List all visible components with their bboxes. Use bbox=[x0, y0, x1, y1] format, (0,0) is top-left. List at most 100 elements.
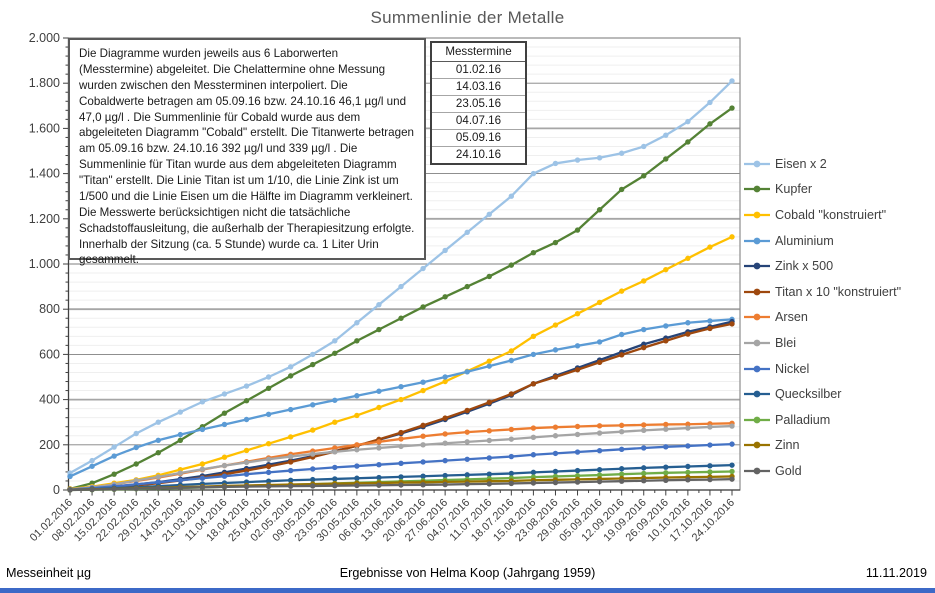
data-point-kupfer bbox=[574, 227, 581, 233]
messtermine-row: 23.05.16 bbox=[432, 96, 525, 113]
data-point-nickel bbox=[508, 453, 515, 460]
data-point-eisen-x-2 bbox=[354, 320, 360, 326]
data-point-blei bbox=[265, 456, 272, 462]
data-point-nickel bbox=[199, 475, 206, 481]
data-point-nickel bbox=[574, 449, 581, 455]
data-point-eisen-x-2 bbox=[310, 351, 316, 358]
legend-item-eisen-x-2[interactable]: Eisen x 2 bbox=[744, 151, 901, 177]
data-point-nickel bbox=[310, 466, 316, 472]
messtermine-row: 01.02.16 bbox=[432, 62, 525, 79]
legend-marker-titan-x-10-konstruiert bbox=[744, 288, 770, 296]
data-point-blei bbox=[420, 442, 426, 448]
data-point-eisen-x-2 bbox=[133, 430, 139, 437]
data-point-aluminium bbox=[376, 388, 382, 394]
data-point-kupfer bbox=[177, 437, 184, 443]
data-point-blei bbox=[354, 447, 360, 453]
legend-item-kupfer[interactable]: Kupfer bbox=[744, 177, 901, 203]
legend-label: Kupfer bbox=[775, 182, 813, 197]
data-point-blei bbox=[310, 451, 316, 457]
data-point-kupfer bbox=[310, 361, 316, 368]
data-point-gold bbox=[486, 481, 492, 487]
y-axis-label: 1.000 bbox=[29, 257, 60, 271]
legend-label: Palladium bbox=[775, 412, 831, 427]
data-point-titan-x-10-konstruiert bbox=[574, 367, 581, 373]
footer-date-label: 11.11.2019 bbox=[865, 566, 927, 580]
data-point-arsen bbox=[398, 436, 404, 442]
data-point-aluminium bbox=[287, 406, 294, 413]
data-point-aluminium bbox=[508, 357, 515, 364]
data-point-blei bbox=[663, 426, 669, 432]
data-point-quecksilber bbox=[354, 475, 360, 481]
data-point-eisen-x-2 bbox=[464, 229, 470, 236]
messtermine-row: 24.10.16 bbox=[455, 148, 502, 161]
annotation-text-box: Die Diagramme wurden jeweils aus 6 Labor… bbox=[68, 38, 426, 266]
legend-item-titan-x-10-konstruiert[interactable]: Titan x 10 "konstruiert" bbox=[744, 279, 901, 305]
data-point-nickel bbox=[332, 464, 338, 471]
legend-item-palladium[interactable]: Palladium bbox=[744, 407, 901, 433]
annotation-text: Die Diagramme wurden jeweils aus 6 Labor… bbox=[79, 47, 415, 267]
legend-marker-cobald-konstruiert bbox=[744, 211, 770, 219]
data-point-titan-x-10-konstruiert bbox=[265, 463, 272, 470]
legend-item-aluminium[interactable]: Aluminium bbox=[744, 228, 901, 254]
data-point-eisen-x-2 bbox=[663, 132, 669, 138]
data-point-nickel bbox=[729, 441, 735, 447]
data-point-arsen bbox=[508, 426, 515, 433]
data-point-gold bbox=[177, 485, 184, 491]
data-point-quecksilber bbox=[442, 472, 448, 479]
data-point-eisen-x-2 bbox=[155, 419, 161, 425]
data-point-quecksilber bbox=[663, 464, 669, 470]
data-point-nickel bbox=[596, 447, 603, 454]
data-point-quecksilber bbox=[641, 465, 647, 471]
data-point-aluminium bbox=[442, 374, 448, 380]
legend-item-gold[interactable]: Gold bbox=[744, 458, 901, 484]
legend-item-blei[interactable]: Blei bbox=[744, 330, 901, 356]
legend-item-nickel[interactable]: Nickel bbox=[744, 356, 901, 382]
y-axis-label: 1.800 bbox=[29, 76, 60, 90]
data-point-cobald-konstruiert bbox=[707, 244, 713, 250]
legend-marker-quecksilber bbox=[744, 390, 770, 398]
data-point-gold bbox=[596, 478, 603, 485]
legend-item-zinn[interactable]: Zinn bbox=[744, 433, 901, 459]
data-point-gold bbox=[243, 483, 250, 490]
data-point-titan-x-10-konstruiert bbox=[486, 399, 492, 406]
data-point-gold bbox=[376, 482, 382, 488]
data-point-nickel bbox=[420, 459, 426, 465]
data-point-eisen-x-2 bbox=[641, 143, 647, 150]
data-point-eisen-x-2 bbox=[574, 157, 581, 163]
data-point-eisen-x-2 bbox=[177, 409, 184, 415]
legend-label: Gold bbox=[775, 463, 802, 478]
data-point-titan-x-10-konstruiert bbox=[707, 325, 713, 332]
data-point-arsen bbox=[354, 442, 360, 448]
data-point-titan-x-10-konstruiert bbox=[398, 429, 404, 436]
data-point-kupfer bbox=[243, 398, 250, 404]
series-line-cobald-konstruiert[interactable] bbox=[69, 235, 733, 491]
data-point-aluminium bbox=[464, 369, 470, 375]
legend-item-zink-x-500[interactable]: Zink x 500 bbox=[744, 253, 901, 279]
data-point-eisen-x-2 bbox=[332, 338, 338, 344]
data-point-quecksilber bbox=[287, 477, 294, 483]
legend-marker-zinn bbox=[744, 441, 770, 449]
legend-item-cobald-konstruiert[interactable]: Cobald "konstruiert" bbox=[744, 202, 901, 228]
y-axis-label: 800 bbox=[39, 302, 60, 316]
data-point-cobald-konstruiert bbox=[442, 378, 448, 385]
footer-results-label: Ergebnisse von Helma Koop (Jahrgang 1959… bbox=[339, 566, 596, 580]
data-point-gold bbox=[111, 486, 117, 492]
data-point-gold bbox=[663, 477, 669, 483]
data-point-gold bbox=[332, 483, 338, 489]
data-point-kupfer bbox=[552, 239, 559, 246]
data-point-titan-x-10-konstruiert bbox=[552, 374, 559, 380]
data-point-cobald-konstruiert bbox=[685, 255, 691, 262]
data-point-gold bbox=[464, 481, 470, 487]
data-point-cobald-konstruiert bbox=[486, 358, 492, 364]
legend-item-arsen[interactable]: Arsen bbox=[744, 305, 901, 331]
data-point-nickel bbox=[265, 469, 272, 476]
data-point-nickel bbox=[155, 479, 161, 486]
data-point-aluminium bbox=[354, 393, 360, 399]
legend-label: Cobald "konstruiert" bbox=[775, 207, 887, 222]
data-point-quecksilber bbox=[420, 473, 426, 479]
data-point-quecksilber bbox=[265, 478, 272, 484]
data-point-aluminium bbox=[133, 444, 139, 451]
legend-item-quecksilber[interactable]: Quecksilber bbox=[744, 381, 901, 407]
data-point-aluminium bbox=[243, 416, 250, 423]
data-point-gold bbox=[199, 484, 206, 490]
